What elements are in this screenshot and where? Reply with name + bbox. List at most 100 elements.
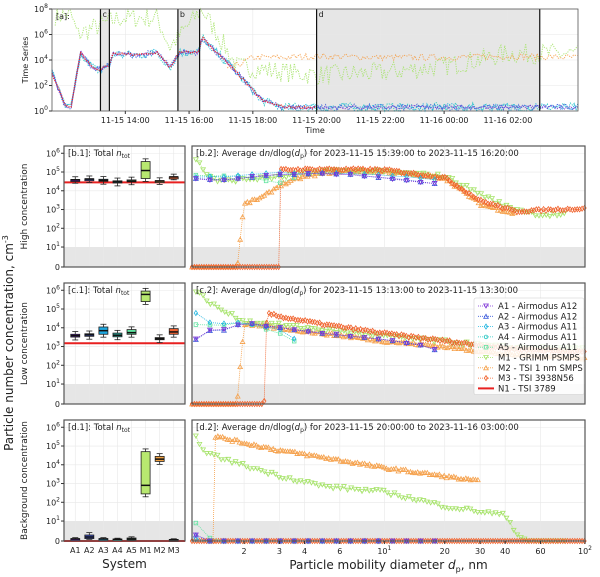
M3-series-marker: [302, 317, 308, 324]
M2-series-marker: [441, 472, 448, 478]
row-ylabel: High concentration: [20, 164, 30, 250]
M3-series-marker: [387, 166, 392, 173]
M1-series-marker: [398, 495, 405, 501]
M2-series-marker: [265, 444, 272, 450]
M2-series-marker: [450, 473, 457, 479]
M3-series-marker: [445, 174, 450, 182]
M2-series-marker: [378, 463, 385, 469]
M2-series-marker: [449, 343, 456, 350]
M3-series-marker: [425, 171, 431, 179]
y-axis-label: Time Series: [21, 37, 30, 85]
M1-series-marker: [369, 170, 376, 176]
xtick-label: 11-16 00:00: [420, 116, 469, 125]
A1-series-marker: [220, 327, 227, 333]
ytick-label: 106: [46, 284, 60, 295]
M3-series-marker: [510, 206, 515, 213]
M1-series-marker: [391, 490, 398, 496]
M1-series-marker: [424, 499, 431, 505]
M3-series-marker: [459, 185, 464, 192]
M2-series-marker: [236, 439, 243, 445]
M1-series-marker: [228, 460, 235, 467]
M3-series-marker: [582, 537, 587, 545]
M2-series-marker: [270, 185, 277, 192]
A3-series-marker: [292, 335, 297, 343]
M2-series-marker: [352, 333, 359, 340]
panel-title: [d.2]: Average dn/dlog(dp) for 2023-11-1…: [196, 423, 519, 434]
A1-series-marker: [361, 335, 368, 341]
ytick-label: 106: [46, 147, 60, 158]
M1-series-marker: [268, 176, 275, 183]
M3-series-marker: [377, 329, 382, 336]
M1-series-marker: [294, 322, 300, 329]
M1-series-marker: [402, 170, 409, 176]
legend-label-6: M2 - TSI 1 nm SMPS: [498, 364, 583, 374]
size-xtick-label: 30: [475, 547, 485, 556]
A3-series-marker: [207, 319, 213, 326]
M2-series-marker: [297, 328, 304, 334]
legend-marker-1-marker: [483, 313, 489, 319]
M2-series-marker: [383, 465, 390, 471]
M1-series-marker: [225, 177, 232, 183]
M1-series-marker: [470, 508, 477, 515]
M3-series-marker: [440, 336, 445, 343]
M1-series-marker: [294, 479, 300, 485]
box-M1: [140, 290, 151, 302]
M1-series-marker: [463, 183, 470, 189]
M1-series-marker: [203, 298, 210, 304]
M1-series-marker: [330, 486, 337, 492]
M1-series-marker: [467, 506, 474, 512]
M2-series-marker: [380, 464, 387, 470]
M2-series-marker: [458, 475, 465, 481]
M1-series-marker: [337, 486, 344, 492]
M2-series-marker: [226, 436, 233, 443]
M2-series-marker: [248, 442, 255, 448]
M3-series-marker: [372, 329, 378, 336]
ytick-label: 0: [55, 537, 60, 546]
size-axis-label: Particle mobility diameter dp, nm: [289, 558, 487, 574]
M1-series-marker: [279, 324, 286, 330]
M1-series-marker: [218, 457, 225, 463]
M3-series-marker: [367, 165, 373, 173]
M3-series-marker: [317, 319, 322, 326]
M1-series-marker: [391, 334, 398, 340]
M2-series-marker: [485, 203, 492, 209]
M1-series-marker: [207, 451, 214, 457]
M2-series-marker: [340, 334, 347, 340]
legend-marker-4-marker: [483, 344, 489, 350]
M1-series-marker: [192, 433, 199, 439]
ytick-label: 0: [55, 263, 60, 272]
M2-series-marker: [246, 199, 253, 206]
M2-series-marker: [237, 363, 244, 370]
M3-series-marker: [399, 331, 404, 338]
M3-series-marker: [348, 324, 354, 331]
panel-title: [b.2]: Average dn/dlog(dp) for 2023-11-1…: [196, 149, 519, 160]
M1-series-marker: [272, 471, 279, 478]
M1-series-marker: [348, 485, 355, 491]
A3-series-marker: [362, 170, 367, 178]
M1-series-marker: [496, 199, 503, 205]
M1-series-marker: [275, 320, 282, 326]
panel-a-label: [a]:: [56, 12, 70, 21]
A5-series-marker: [291, 338, 297, 344]
M2-series-marker: [294, 174, 301, 181]
M1-series-marker: [344, 487, 351, 494]
M1-series-marker: [304, 325, 311, 331]
M2-series-marker: [212, 434, 219, 440]
M3-series-marker: [449, 179, 455, 187]
A5-series-line: [195, 322, 295, 342]
M2-series-marker: [243, 440, 250, 446]
A5-series-marker: [207, 535, 213, 541]
panel-title: [c.2]: Average dn/dlog(dp) for 2023-11-1…: [196, 286, 518, 297]
ytick-label: 102: [46, 222, 60, 233]
A3-series-marker: [221, 320, 227, 327]
M1-series-marker: [196, 441, 203, 448]
M2-series-marker: [393, 465, 400, 471]
M3-series-marker: [435, 336, 440, 344]
M3-series-marker: [423, 334, 428, 342]
M3-series-marker: [353, 325, 358, 332]
panel-title: [d.1]: Total ntot: [68, 423, 131, 434]
M1-series-marker: [290, 478, 297, 484]
M1-series-marker: [456, 507, 463, 513]
M3-series-marker: [310, 166, 315, 173]
M1-series-marker: [366, 488, 373, 494]
